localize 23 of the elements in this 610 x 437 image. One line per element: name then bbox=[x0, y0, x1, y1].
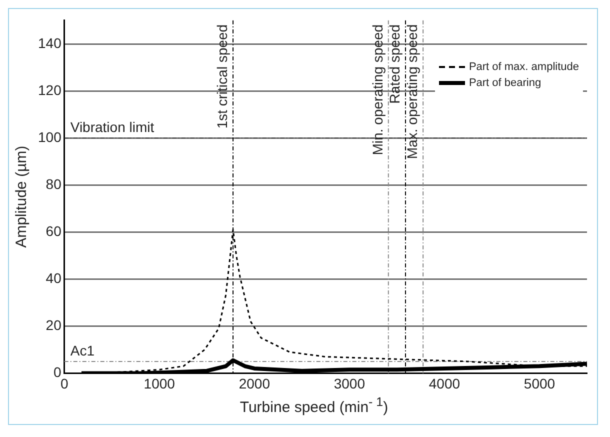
legend-label: Part of bearing bbox=[468, 77, 542, 89]
y-tick-label: 120 bbox=[38, 82, 62, 98]
ref-line-label: Ac1 bbox=[70, 342, 95, 358]
ref-line-label: 1st critical speed bbox=[214, 24, 230, 129]
x-tick-label: 3000 bbox=[334, 375, 366, 392]
y-tick-label: 80 bbox=[46, 176, 62, 192]
y-tick-label: 40 bbox=[46, 270, 62, 286]
ref-line-label: Min. operating speed bbox=[369, 24, 386, 156]
legend-label: Part of max. amplitude bbox=[468, 61, 579, 73]
ref-line-label: Max. operating speed bbox=[404, 24, 420, 160]
y-tick-label: 0 bbox=[54, 364, 62, 380]
y-tick-label: 60 bbox=[46, 222, 62, 239]
ref-line-label: Vibration limit bbox=[70, 118, 154, 135]
ref-line-label: Rated speed bbox=[386, 24, 402, 104]
x-axis-title: Turbine speed (min$^{- 1}$) bbox=[238, 395, 390, 416]
y-tick-label: 20 bbox=[46, 317, 62, 334]
x-tick-label: 2000 bbox=[238, 375, 270, 392]
y-tick-label: 140 bbox=[38, 34, 62, 51]
x-tick-label: 4000 bbox=[428, 375, 460, 392]
y-axis-title: Amplitude (µm) bbox=[13, 146, 30, 248]
x-tick-label: 1000 bbox=[144, 375, 176, 392]
y-tick-label: 100 bbox=[38, 128, 62, 145]
x-tick-label: 5000 bbox=[524, 375, 556, 392]
